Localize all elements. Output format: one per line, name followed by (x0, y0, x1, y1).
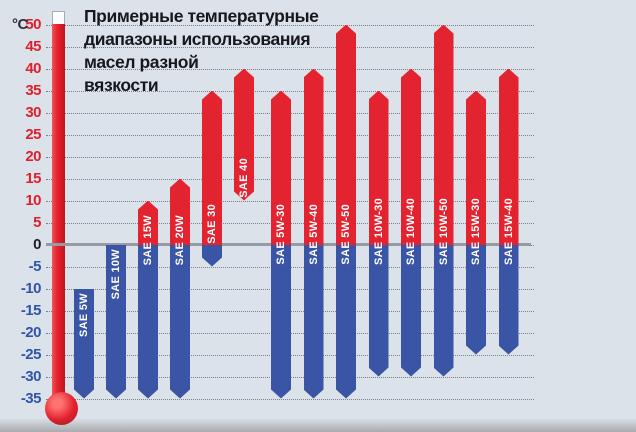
chart-title: Примерные температурные диапазоны исполь… (84, 5, 319, 97)
thermometer-tube (52, 24, 65, 403)
axis-tick-label: -35 (20, 389, 42, 407)
bar-sae-15w-40 (499, 69, 519, 355)
photo-vignette (0, 406, 636, 432)
grid-line-40 (46, 68, 534, 70)
axis-tick-label: -25 (20, 345, 42, 363)
bar-label: SAE 10W-30 (372, 197, 385, 265)
bar-label: SAE 15W-30 (470, 197, 482, 265)
bar-sae-15w (138, 201, 158, 399)
bar-sae-10w (106, 245, 126, 399)
axis-tick-label: 25 (25, 125, 41, 143)
bar-label: SAE 5W-40 (307, 203, 320, 265)
bar-sae-20w (170, 179, 190, 399)
chart-title-line: масел разной (84, 52, 199, 72)
axis-tick-label: 35 (25, 81, 41, 99)
bar-sae-5w-40 (304, 69, 324, 399)
chart-title-line: диапазоны использования (84, 29, 311, 49)
axis-tick-label: 15 (25, 169, 41, 187)
chart-title-line: вязкости (84, 75, 159, 95)
bar-label: SAE 10W (110, 248, 122, 299)
axis-tick-label: -10 (20, 279, 42, 297)
bar-sae-30 (202, 91, 222, 267)
celsius-unit-label: °C (12, 16, 28, 33)
axis-tick-label: -20 (20, 323, 42, 341)
axis-tick-label: -30 (20, 367, 42, 385)
bar-label: SAE 15W (142, 214, 154, 265)
grid-line--35 (46, 398, 534, 400)
axis-tick-label: 45 (25, 37, 41, 55)
bar-label: SAE 5W (78, 292, 90, 337)
bar-sae-5w-30 (271, 91, 291, 399)
chart-title-line: Примерные температурные (84, 6, 319, 26)
axis-tick-label: -15 (20, 301, 42, 319)
grid-line-35 (46, 90, 534, 92)
bar-sae-5w-50 (336, 25, 356, 399)
bar-label: SAE 10W-40 (405, 197, 417, 265)
axis-tick-label: 30 (25, 103, 41, 121)
axis-tick-label: 50 (25, 15, 41, 33)
bar-label: SAE 5W-30 (275, 203, 287, 265)
bar-label: SAE 30 (206, 203, 218, 244)
axis-tick-label: -5 (28, 257, 42, 275)
bar-sae-10w-40 (401, 69, 421, 377)
axis-tick-label: 40 (25, 59, 41, 77)
bar-sae-40 (234, 69, 254, 201)
bar-label: SAE 10W-50 (437, 197, 450, 265)
axis-tick-label: 10 (25, 191, 41, 209)
bar-sae-10w-50 (434, 25, 454, 377)
grid-line-50 (46, 24, 534, 26)
bar-sae-10w-30 (369, 91, 389, 377)
thermometer-bulb (45, 392, 78, 425)
bar-label: SAE 5W-50 (340, 203, 352, 265)
axis-tick-label: 0 (33, 235, 41, 253)
bar-label: SAE 15W-40 (502, 197, 515, 265)
thermometer-cap (52, 11, 65, 25)
grid-line-45 (46, 46, 534, 48)
axis-tick-label: 20 (25, 147, 41, 165)
axis-tick-label: 5 (33, 213, 41, 231)
bar-sae-5w (74, 289, 94, 399)
bar-label: SAE 20W (174, 214, 186, 265)
bar-label: SAE 40 (238, 157, 250, 198)
bar-sae-15w-30 (466, 91, 486, 355)
